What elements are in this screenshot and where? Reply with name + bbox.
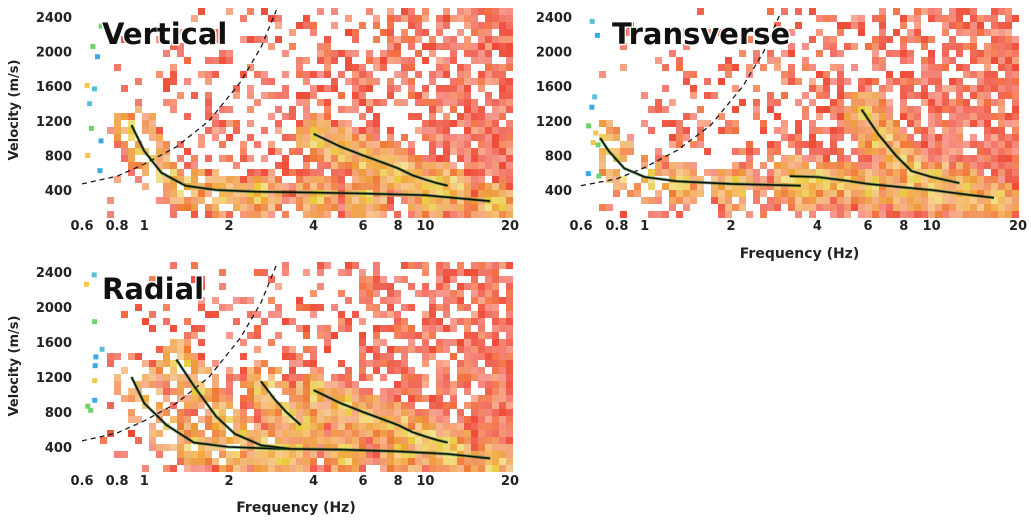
x-tick-label: 20 [1009, 219, 1027, 234]
panel-radial: 400 800 1200 1600 2000 2400 0.6 0.8 1 2 4 6 8 10 20 Vel… [7, 262, 519, 516]
dispersion-curve-1 [599, 137, 801, 187]
y-tick-label: 2000 [36, 301, 72, 316]
y-tick-label: 400 [545, 184, 572, 199]
panel-title: Vertical [102, 17, 227, 51]
reference-curve [81, 9, 278, 185]
x-tick-label: 10 [923, 219, 941, 234]
dispersion-curve-2 [175, 359, 291, 450]
reference-curve [580, 15, 781, 187]
y-tick-label: 2400 [36, 266, 72, 281]
dispersion-curve-4 [313, 389, 448, 444]
heatmap-cells [84, 8, 513, 218]
x-tick-label: 1 [140, 219, 149, 234]
y-tick-label: 400 [45, 441, 72, 456]
y-tick-label: 1600 [36, 80, 72, 95]
y-tick-label: 1200 [36, 115, 72, 130]
dispersion-curve-3 [860, 109, 960, 184]
x-tick-label: 4 [813, 219, 822, 234]
x-tick-label: 2 [224, 474, 233, 489]
x-tick-label: 8 [394, 474, 403, 489]
panel-title: Transverse [612, 17, 790, 51]
x-tick-label: 6 [358, 474, 367, 489]
panel-title: Radial [102, 272, 204, 306]
y-tick-label: 2000 [536, 46, 572, 61]
dispersion-curve-1 [130, 124, 491, 202]
y-tick-label: 2400 [36, 11, 72, 26]
x-tick-label: 4 [309, 474, 318, 489]
x-tick-label: 20 [501, 219, 519, 234]
y-axis-label: Velocity (m/s) [7, 60, 22, 161]
reference-curve [81, 264, 278, 442]
x-tick-label: 20 [501, 474, 519, 489]
x-axis-label: Frequency (Hz) [236, 500, 355, 516]
x-tick-label: 2 [726, 219, 735, 234]
panel-vertical: 400 800 1200 1600 2000 2400 0.6 0.8 1 2 4 6 8 10 20 Vel… [7, 8, 519, 234]
x-tick-label: 1 [140, 474, 149, 489]
x-tick-label: 1 [640, 219, 649, 234]
x-tick-label: 10 [416, 219, 434, 234]
x-tick-label: 0.6 [569, 219, 592, 234]
x-tick-label: 8 [394, 219, 403, 234]
x-tick-label: 6 [358, 219, 367, 234]
dispersion-curve-1 [130, 376, 491, 460]
y-tick-label: 1600 [36, 336, 72, 351]
x-tick-label: 2 [224, 219, 233, 234]
x-axis-label: Frequency (Hz) [740, 246, 859, 262]
x-tick-label: 0.8 [605, 219, 628, 234]
x-tick-label: 4 [309, 219, 318, 234]
y-tick-label: 800 [45, 149, 72, 164]
dispersion-curve-2 [313, 133, 448, 187]
x-tick-label: 8 [899, 219, 908, 234]
dispersion-curve-3 [260, 380, 302, 426]
y-tick-label: 1200 [536, 115, 572, 130]
panel-transverse: 400 800 1200 1600 2000 2400 0.6 0.8 1 2 4 6 8 10 20 Fre… [536, 8, 1027, 262]
y-tick-label: 400 [45, 184, 72, 199]
y-tick-label: 2400 [536, 11, 572, 26]
x-tick-label: 10 [416, 474, 434, 489]
y-tick-label: 800 [545, 149, 572, 164]
y-tick-label: 2000 [36, 46, 72, 61]
x-tick-label: 0.8 [106, 474, 129, 489]
dispersion-curve-2 [789, 175, 995, 199]
y-tick-label: 1200 [36, 371, 72, 386]
x-tick-label: 0.8 [106, 219, 129, 234]
x-tick-label: 6 [863, 219, 872, 234]
y-axis-label: Velocity (m/s) [7, 316, 22, 417]
x-tick-label: 0.6 [70, 474, 93, 489]
y-tick-label: 1600 [536, 80, 572, 95]
x-tick-label: 0.6 [70, 219, 93, 234]
y-tick-label: 800 [45, 406, 72, 421]
